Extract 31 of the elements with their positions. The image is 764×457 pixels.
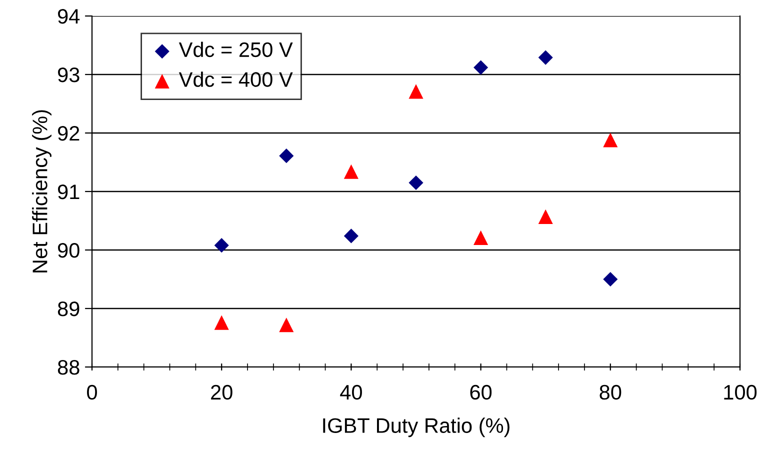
y-tick-label: 90 xyxy=(58,243,80,258)
point xyxy=(474,60,488,75)
x-tick-label: 0 xyxy=(87,384,97,400)
x-tick-label: 80 xyxy=(600,384,622,400)
x-tick-label: 60 xyxy=(470,384,492,400)
point xyxy=(279,148,294,164)
legend-label: Vdc = 400 V xyxy=(178,72,293,87)
y-tick-label: 94 xyxy=(58,9,80,24)
y-tick-label: 88 xyxy=(58,360,80,375)
point xyxy=(603,132,618,148)
x-axis-title: IGBT Duty Ratio (%) xyxy=(323,418,510,438)
point xyxy=(214,238,229,253)
x-tick-label: 100 xyxy=(724,384,757,400)
point xyxy=(474,230,488,245)
point xyxy=(538,50,553,65)
point xyxy=(344,228,358,244)
point xyxy=(538,209,553,224)
point xyxy=(603,272,618,287)
y-tick-label: 91 xyxy=(58,184,80,200)
point xyxy=(408,175,424,190)
y-tick-label: 92 xyxy=(58,126,80,141)
legend-label: Vdc = 250 V xyxy=(178,42,293,58)
point xyxy=(279,318,294,332)
x-tick-label: 40 xyxy=(340,384,362,400)
y-tick-label: 93 xyxy=(58,68,80,82)
y-axis-title: Net Efficiency (%) xyxy=(32,110,52,272)
x-tick-label: 20 xyxy=(211,384,232,400)
point xyxy=(408,84,424,99)
point xyxy=(344,164,358,179)
point xyxy=(214,315,229,330)
y-tick-label: 89 xyxy=(58,302,80,316)
